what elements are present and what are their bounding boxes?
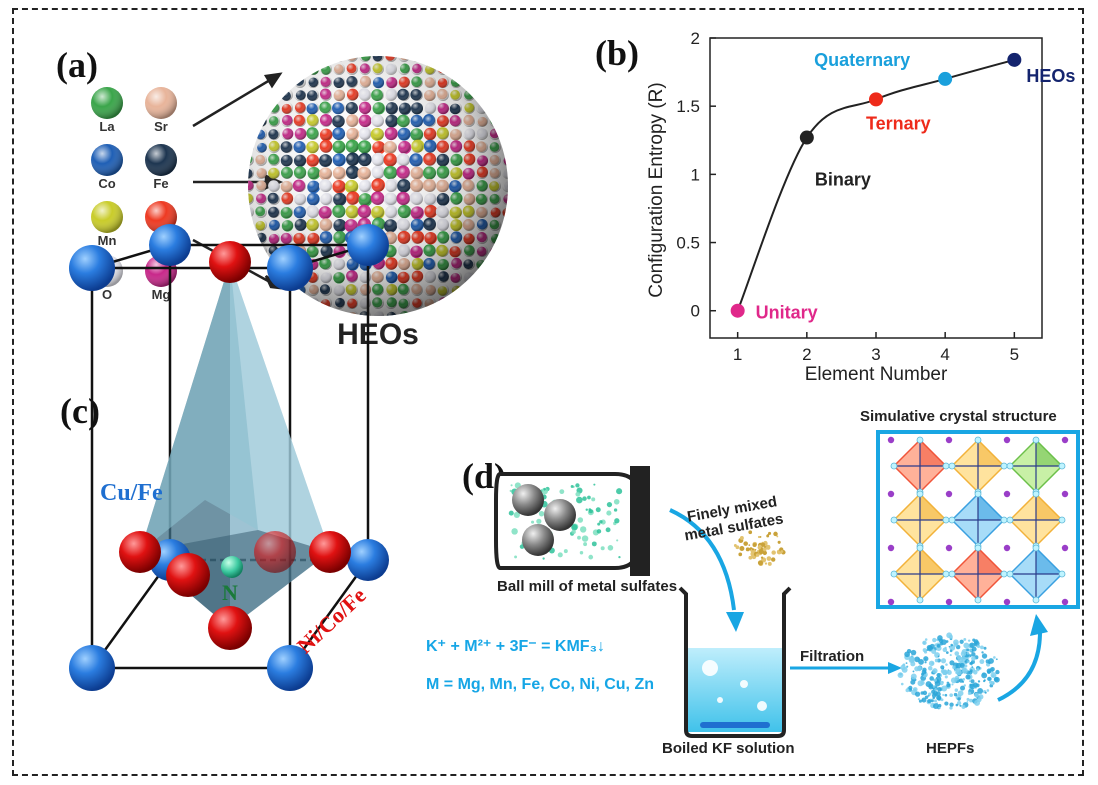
element-ball-sr <box>145 87 177 119</box>
corner-atoms <box>69 224 389 691</box>
element-ball-fe <box>145 144 177 176</box>
panel-label-b: (b) <box>595 33 639 73</box>
panel-label-a: (a) <box>56 45 98 85</box>
beaker-label: Boiled KF solution <box>662 740 795 757</box>
x-tick-label: 3 <box>871 345 880 364</box>
y-tick-label: 0.5 <box>676 234 700 253</box>
point-label-heos: HEOs <box>1026 66 1075 86</box>
entropy-curve <box>736 58 1015 312</box>
point-label-quaternary: Quaternary <box>814 50 910 70</box>
y-tick-label: 1 <box>691 165 700 184</box>
element-ball-la <box>91 87 123 119</box>
ball-mill-jar <box>494 466 650 576</box>
beaker <box>678 586 792 738</box>
label-n: N <box>222 580 238 605</box>
y-tick-label: 2 <box>691 29 700 48</box>
y-tick-label: 1.5 <box>676 97 700 116</box>
x-tick-label: 2 <box>802 345 811 364</box>
figure-frame <box>12 8 1084 776</box>
sphere-label: HEOs <box>337 318 419 351</box>
element-label-la: La <box>99 119 115 134</box>
element-label-mg: Mg <box>151 287 171 302</box>
product-label: HEPFs <box>926 740 975 757</box>
data-point-heos <box>1007 52 1022 67</box>
x-tick-label: 1 <box>733 345 742 364</box>
point-label-unitary: Unitary <box>756 303 818 323</box>
element-label-mn: Mn <box>97 233 117 248</box>
equation-1: K⁺ + M²⁺ + 3F⁻ = KMF₃↓ <box>426 638 605 655</box>
hepf-cluster <box>897 632 1000 710</box>
flow-arrow-1 <box>669 508 736 611</box>
x-tick-label: 4 <box>940 345 949 364</box>
crystal-structure <box>887 436 1069 606</box>
element-legend <box>91 87 177 287</box>
sulfate-pile <box>733 530 786 567</box>
data-point-quaternary <box>938 71 953 86</box>
center-atom <box>221 556 243 578</box>
element-ball-mn <box>91 201 123 233</box>
point-label-ternary: Ternary <box>866 113 931 133</box>
data-point-ternary <box>869 92 883 107</box>
x-axis-label: Element Number <box>805 364 948 385</box>
element-label-sr: Sr <box>154 119 168 134</box>
data-point-unitary <box>730 303 745 318</box>
sphere-shading <box>248 56 508 316</box>
equation-2: M = Mg, Mn, Fe, Co, Ni, Cu, Zn <box>426 676 654 693</box>
ball-mill-label: Ball mill of metal sulfates <box>497 578 678 595</box>
element-label-fe: Fe <box>153 176 169 191</box>
element-ball-co <box>91 144 123 176</box>
panel-label-c: (c) <box>60 391 100 431</box>
y-axis-label: Configuration Entropy (R) <box>646 82 667 297</box>
point-label-binary: Binary <box>815 170 871 190</box>
element-label-o: O <box>101 287 113 302</box>
data-point-binary <box>799 130 814 145</box>
crystal-title: Simulative crystal structure <box>860 408 1057 425</box>
face-atoms <box>119 241 351 650</box>
element-label-co: Co <box>98 176 116 191</box>
x-tick-label: 5 <box>1010 345 1019 364</box>
label-cu-fe: Cu/Fe <box>100 480 163 506</box>
flow-arrow-2 <box>997 631 1042 702</box>
filtration-label: Filtration <box>800 648 865 665</box>
y-tick-label: 0 <box>691 302 700 321</box>
